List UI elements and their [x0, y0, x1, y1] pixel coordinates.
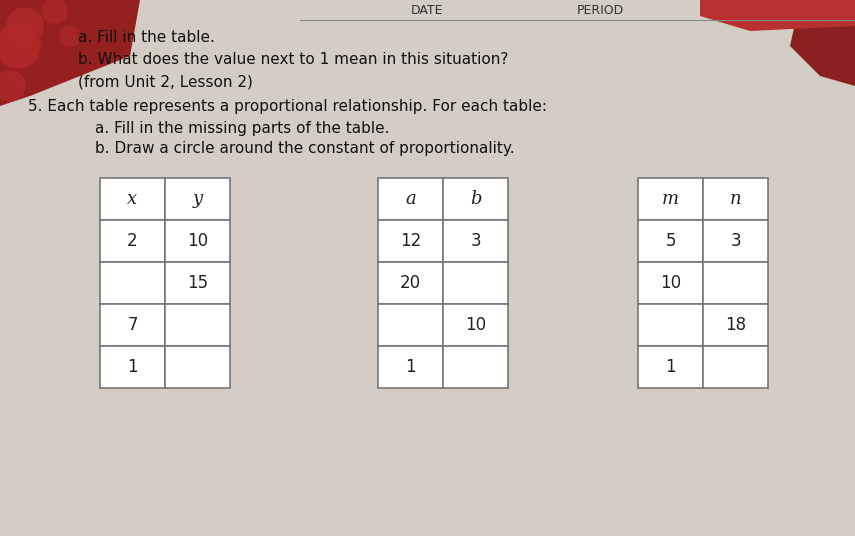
Bar [638, 304, 703, 346]
Text: 7: 7 [127, 316, 138, 334]
Bar [443, 262, 508, 304]
Text: b. Draw a circle around the constant of proportionality.: b. Draw a circle around the constant of … [95, 140, 515, 155]
Bar [378, 304, 443, 346]
Text: (from Unit 2, Lesson 2): (from Unit 2, Lesson 2) [78, 75, 253, 90]
Text: 1: 1 [127, 358, 138, 376]
Circle shape [60, 26, 80, 46]
Text: m: m [662, 190, 679, 208]
Text: x: x [127, 190, 138, 208]
Bar [443, 178, 508, 220]
Circle shape [0, 71, 25, 101]
Text: 20: 20 [400, 274, 421, 292]
Text: 3: 3 [470, 232, 481, 250]
Text: 1: 1 [665, 358, 675, 376]
Text: 3: 3 [730, 232, 740, 250]
Bar [703, 304, 768, 346]
Text: a: a [405, 190, 416, 208]
Circle shape [0, 24, 40, 68]
Text: b: b [469, 190, 481, 208]
Text: 10: 10 [465, 316, 486, 334]
Bar [638, 346, 703, 388]
Bar [378, 262, 443, 304]
Text: 15: 15 [187, 274, 208, 292]
Polygon shape [790, 0, 855, 86]
Bar [165, 346, 230, 388]
Text: 5. Each table represents a proportional relationship. For each table:: 5. Each table represents a proportional … [28, 99, 547, 114]
Text: 10: 10 [660, 274, 681, 292]
Bar [703, 346, 768, 388]
Text: 1: 1 [405, 358, 416, 376]
Bar [100, 220, 165, 262]
Bar [703, 262, 768, 304]
Circle shape [7, 8, 43, 44]
Bar [378, 346, 443, 388]
Text: y: y [192, 190, 203, 208]
Polygon shape [0, 0, 140, 106]
Bar [443, 304, 508, 346]
Bar [443, 220, 508, 262]
Bar [638, 262, 703, 304]
Text: 2: 2 [127, 232, 138, 250]
Text: 18: 18 [725, 316, 746, 334]
Text: a. Fill in the table.: a. Fill in the table. [78, 31, 215, 46]
Bar [165, 304, 230, 346]
Bar [638, 220, 703, 262]
Bar [443, 346, 508, 388]
Text: n: n [729, 190, 741, 208]
Text: a. Fill in the missing parts of the table.: a. Fill in the missing parts of the tabl… [95, 121, 390, 136]
Text: DATE: DATE [410, 4, 443, 17]
Text: 5: 5 [665, 232, 675, 250]
Bar [378, 178, 443, 220]
Bar [378, 220, 443, 262]
Bar [165, 178, 230, 220]
Circle shape [43, 0, 67, 23]
Bar [100, 304, 165, 346]
Bar [165, 262, 230, 304]
Bar [703, 178, 768, 220]
Text: 10: 10 [187, 232, 208, 250]
Text: PERIOD: PERIOD [576, 4, 623, 17]
Text: 12: 12 [400, 232, 422, 250]
Bar [703, 220, 768, 262]
Bar [100, 262, 165, 304]
Polygon shape [700, 0, 855, 31]
Bar [165, 220, 230, 262]
Bar [638, 178, 703, 220]
Bar [100, 178, 165, 220]
Text: b. What does the value next to 1 mean in this situation?: b. What does the value next to 1 mean in… [78, 53, 509, 68]
Bar [100, 346, 165, 388]
